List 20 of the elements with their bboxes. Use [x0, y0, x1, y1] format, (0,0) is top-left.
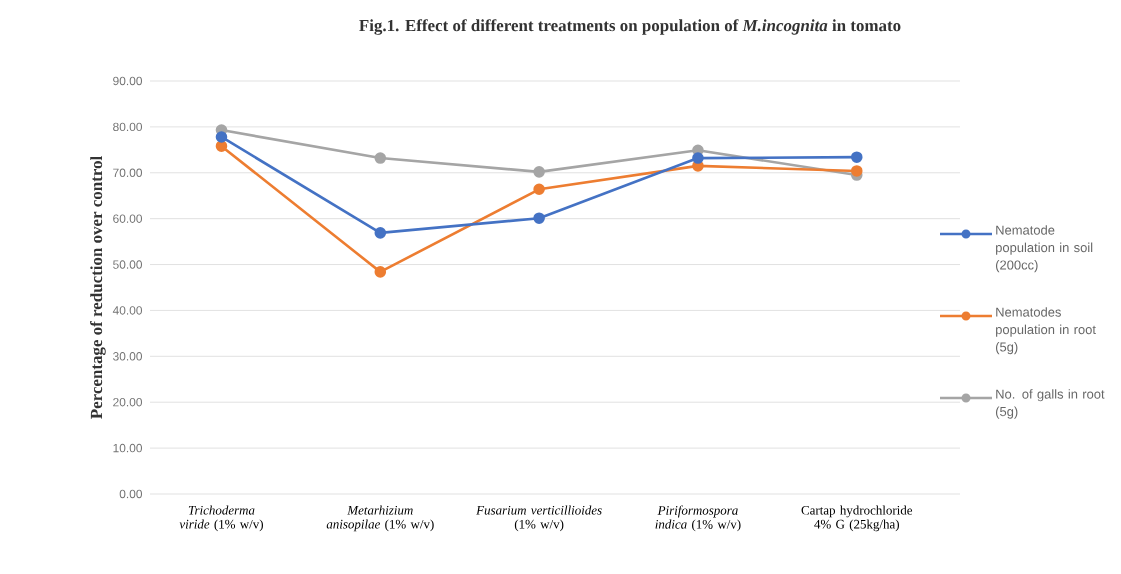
chart-title: Fig.1. Effect of different treatments on population of M.incognita in tomato: [359, 19, 901, 35]
y-tick-label: 70.00: [113, 168, 143, 177]
y-tick-label: 10.00: [113, 443, 143, 453]
y-tick-label: 40.00: [112, 306, 143, 315]
y-axis-title: Percentage of reduction over control: [90, 156, 106, 419]
legend-label: Nematode population in soil (200cc): [996, 225, 1093, 273]
x-tick-label: Cartap hydrochloride 4% G (25kg/ha): [801, 505, 913, 532]
y-tick-label: 60.00: [113, 214, 143, 223]
y-tick-label: 30.00: [113, 352, 143, 361]
legend-label: No. of galls in root (5g): [996, 389, 1105, 419]
x-tick-label: Metarhizium anisopilae (1% w/v): [326, 505, 434, 532]
x-tick-label: Piriformospora indica (1% w/v): [655, 505, 741, 532]
y-tick-label: 50.00: [113, 260, 143, 269]
x-tick-label: Trichoderma viride (1% w/v): [179, 505, 263, 532]
y-tick-label: 20.00: [113, 397, 143, 407]
y-tick-label: 80.00: [113, 122, 143, 132]
y-tick-label: 90.00: [113, 76, 143, 86]
y-tick-label: 0.00: [119, 489, 143, 499]
x-tick-label: Fusarium verticillioides (1% w/v): [476, 505, 602, 532]
legend-label: Nematodes population in root (5g): [996, 307, 1096, 355]
